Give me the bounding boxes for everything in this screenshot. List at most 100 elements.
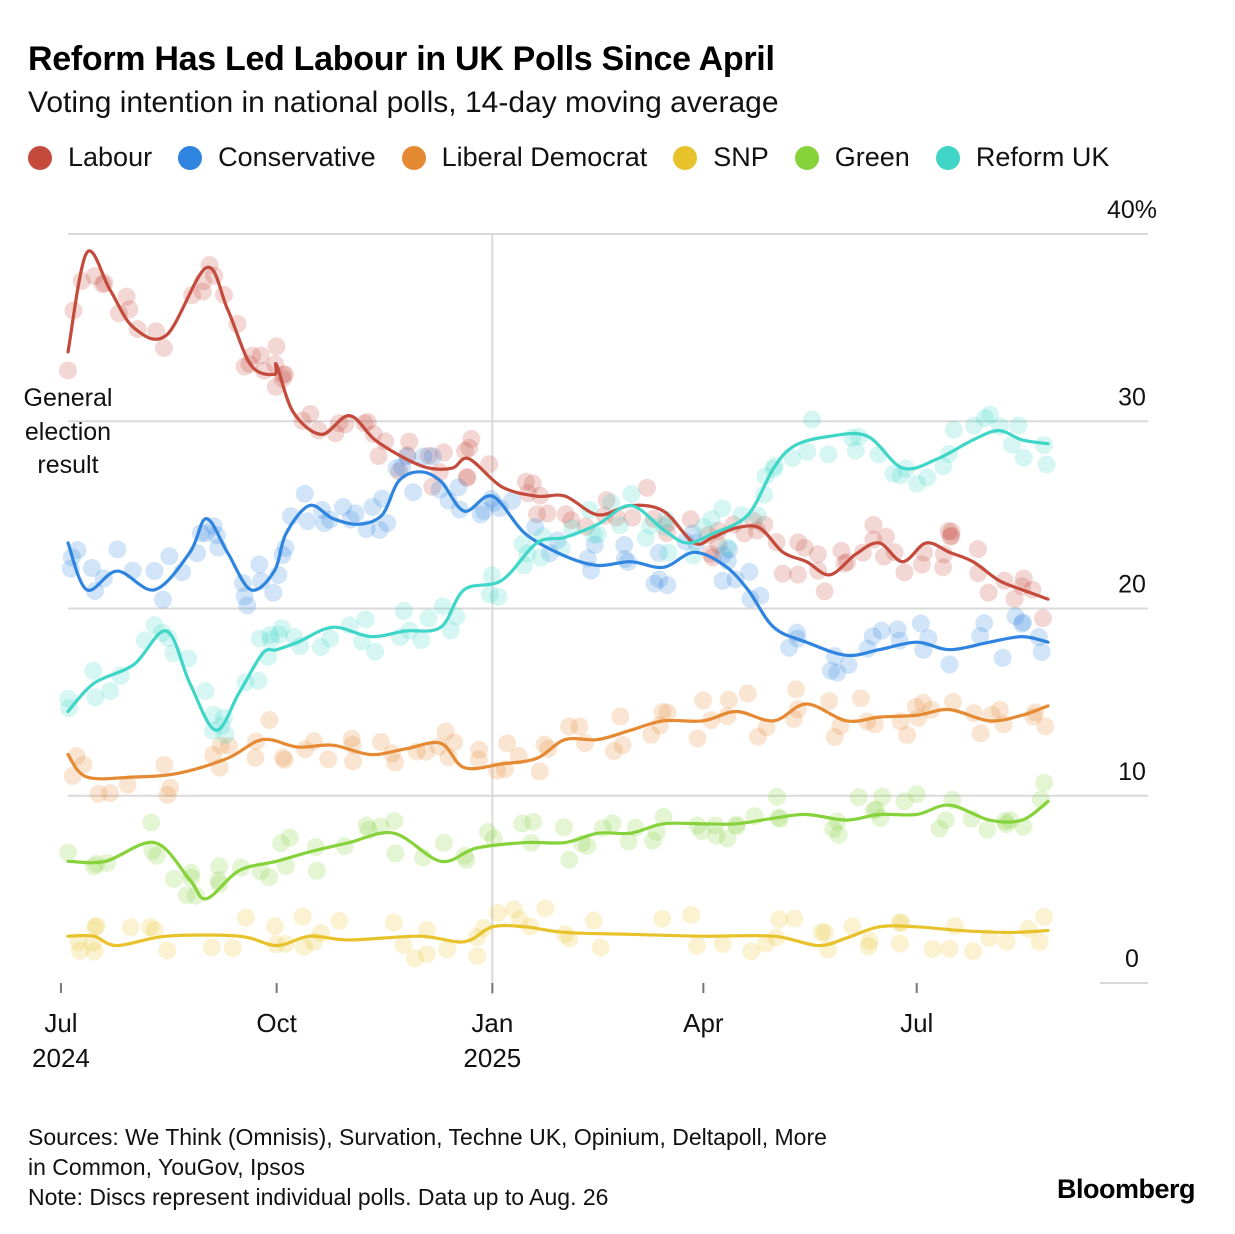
poll-disc-green: [643, 831, 662, 850]
poll-disc-conservative: [482, 489, 501, 508]
poll-disc-snp: [236, 908, 255, 927]
y-tick-label-40: 40%: [1107, 196, 1157, 224]
poll-disc-labour: [773, 564, 792, 583]
poll-disc-labour: [934, 558, 953, 577]
poll-disc-conservative: [387, 459, 406, 478]
poll-disc-conservative: [298, 512, 317, 531]
poll-disc-green: [478, 823, 497, 842]
poll-disc-snp: [653, 909, 672, 928]
poll-disc-conservative: [238, 596, 257, 615]
poll-disc-conservative: [993, 648, 1012, 667]
poll-disc-liberal-democrat: [611, 707, 630, 726]
poll-disc-conservative: [414, 447, 433, 466]
y-tick-label-10: 10: [1118, 758, 1146, 786]
poll-disc-green: [936, 811, 955, 830]
poll-disc-reform-uk: [531, 548, 550, 567]
poll-disc-labour: [147, 322, 166, 341]
poll-disc-snp: [688, 936, 707, 955]
poll-disc-reform-uk: [602, 493, 621, 512]
poll-disc-green: [688, 816, 707, 835]
poll-disc-conservative: [315, 514, 334, 533]
poll-disc-conservative: [439, 491, 458, 510]
poll-disc-reform-uk: [111, 666, 130, 685]
poll-disc-labour: [562, 511, 581, 530]
y-tick-label-20: 20: [1118, 571, 1146, 599]
legend: Labour Conservative Liberal Democrat SNP…: [28, 142, 1135, 173]
poll-disc-reform-uk: [975, 409, 994, 428]
poll-disc-labour: [516, 472, 535, 491]
poll-disc-conservative: [741, 589, 760, 608]
poll-disc-conservative: [373, 489, 392, 508]
poll-disc-conservative: [839, 655, 858, 674]
poll-disc-green: [280, 828, 299, 847]
poll-disc-labour: [93, 275, 112, 294]
poll-disc-reform-uk: [366, 642, 385, 661]
poll-disc-conservative: [714, 546, 733, 565]
poll-disc-conservative: [363, 497, 382, 516]
poll-disc-reform-uk: [394, 601, 413, 620]
poll-disc-green: [978, 820, 997, 839]
poll-disc-labour: [434, 443, 453, 462]
poll-disc-conservative: [1032, 643, 1051, 662]
chart-subtitle: Voting intention in national polls, 14-d…: [28, 86, 779, 119]
poll-disc-green: [718, 829, 737, 848]
poll-disc-conservative: [252, 572, 271, 591]
poll-disc-liberal-democrat: [787, 680, 806, 699]
poll-disc-reform-uk: [713, 499, 732, 518]
poll-disc-conservative: [1012, 614, 1031, 633]
axis-labels-layer: 0 10 20 30 40% Jul 2024 Oct Jan 2025 Apr Jul: [32, 196, 1157, 1073]
poll-disc-green: [210, 857, 229, 876]
poll-disc-green: [1035, 773, 1054, 792]
poll-disc-snp: [1030, 932, 1049, 951]
poll-disc-green: [997, 815, 1016, 834]
poll-disc-snp: [417, 945, 436, 964]
legend-item-conservative: Conservative: [178, 142, 376, 173]
legend-label-conservative: Conservative: [218, 142, 376, 172]
poll-disc-liberal-democrat: [436, 722, 455, 741]
legend-item-snp: SNP: [673, 142, 769, 173]
series-line-labour: [66, 249, 1050, 601]
poll-disc-green: [824, 819, 843, 838]
poll-disc-liberal-democrat: [914, 693, 933, 712]
poll-disc-reform-uk: [101, 682, 120, 701]
poll-disc-conservative: [449, 478, 468, 497]
poll-disc-green: [147, 846, 166, 865]
poll-disc-labour: [398, 446, 417, 465]
poll-disc-green: [182, 868, 201, 887]
poll-disc-reform-uk: [513, 535, 532, 554]
poll-disc-conservative: [649, 543, 668, 562]
poll-disc-green: [59, 843, 78, 862]
poll-disc-conservative: [153, 590, 172, 609]
poll-disc-conservative: [645, 574, 664, 593]
poll-disc-conservative: [650, 570, 669, 589]
poll-disc-labour: [638, 478, 657, 497]
poll-disc-liberal-democrat: [204, 745, 223, 764]
poll-disc-liberal-democrat: [719, 690, 738, 709]
poll-disc-reform-uk: [1037, 455, 1056, 474]
poll-disc-labour: [462, 429, 481, 448]
poll-disc-snp: [468, 947, 487, 966]
poll-disc-labour: [527, 505, 546, 524]
poll-disc-reform-uk: [489, 587, 508, 606]
poll-disc-reform-uk: [261, 625, 280, 644]
poll-disc-green: [272, 834, 291, 853]
data-note: Note: Discs represent individual polls. …: [28, 1184, 609, 1210]
poll-disc-snp: [682, 905, 701, 924]
poll-disc-green: [142, 813, 161, 832]
poll-disc-snp: [713, 934, 732, 953]
poll-disc-snp: [85, 942, 104, 961]
poll-disc-green: [357, 816, 376, 835]
poll-disc-labour: [419, 446, 438, 465]
poll-disc-reform-uk: [718, 538, 737, 557]
sources-note: Sources: We Think (Omnisis), Survation, …: [28, 1122, 988, 1212]
poll-disc-labour: [1005, 589, 1024, 608]
poll-disc-reform-uk: [482, 566, 501, 585]
poll-disc-liberal-democrat: [161, 778, 180, 797]
x-tick-label-1: Oct: [256, 1008, 297, 1038]
poll-disc-reform-uk: [622, 484, 641, 503]
poll-disc-snp: [812, 923, 831, 942]
poll-disc-snp: [536, 899, 555, 918]
poll-disc-reform-uk: [261, 630, 280, 649]
poll-disc-reform-uk: [891, 466, 910, 485]
legend-label-liberal-democrat: Liberal Democrat: [441, 142, 648, 172]
